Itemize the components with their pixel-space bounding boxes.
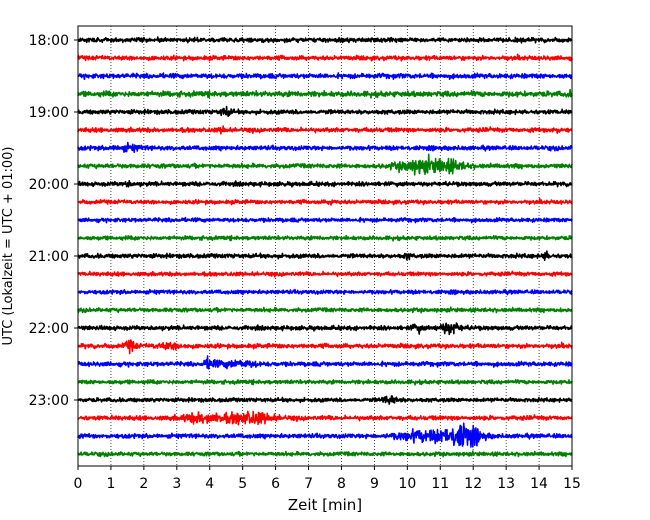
trace-line: [77, 450, 573, 458]
y-tick-label: 20:00: [29, 177, 69, 193]
x-tick-label: 0: [74, 476, 83, 492]
trace-line: [77, 322, 573, 336]
trace-line: [77, 422, 573, 448]
trace-line: [77, 153, 573, 176]
x-tick-label: 10: [398, 476, 416, 492]
trace-line: [77, 125, 573, 135]
trace-line: [77, 288, 573, 296]
trace-line: [77, 355, 573, 370]
trace-line: [77, 105, 573, 118]
x-tick-label: 1: [106, 476, 115, 492]
traces: [77, 36, 573, 458]
x-tick-label: 13: [497, 476, 515, 492]
trace-line: [77, 216, 573, 224]
y-tick-label: 21:00: [29, 249, 69, 265]
trace-line: [77, 179, 573, 188]
y-tick-label: 22:00: [29, 321, 69, 337]
trace-line: [77, 250, 573, 262]
trace-line: [77, 395, 573, 405]
x-tick-label: 11: [431, 476, 449, 492]
trace-line: [77, 306, 573, 314]
x-tick-label: 7: [304, 476, 313, 492]
vertical-grid: [110, 26, 540, 466]
trace-line: [77, 72, 573, 81]
trace-line: [77, 141, 573, 153]
trace-line: [77, 410, 573, 426]
x-tick-label: 8: [337, 476, 346, 492]
y-axis-label: UTC (Lokalzeit = UTC + 01:00): [1, 147, 16, 346]
x-tick-label: 3: [172, 476, 181, 492]
trace-line: [77, 339, 573, 355]
trace-line: [77, 88, 573, 99]
y-axis-ticks: 18:00 19:00 20:00 21:00 22:00 23:00: [29, 33, 78, 409]
x-tick-label: 5: [238, 476, 247, 492]
trace-line: [77, 270, 573, 278]
y-tick-label: 18:00: [29, 33, 69, 49]
x-tick-label: 15: [563, 476, 581, 492]
x-axis-label: Zeit [min]: [288, 496, 362, 514]
x-tick-label: 12: [464, 476, 482, 492]
trace-line: [77, 36, 573, 44]
plot-frame: [77, 25, 573, 467]
trace-line: [77, 53, 573, 62]
x-tick-label: 9: [370, 476, 379, 492]
x-tick-label: 2: [139, 476, 148, 492]
x-axis-ticks: 0 1 2 3 4 5 6 7 8 9 10 11 12 13 14 15: [74, 466, 581, 492]
y-tick-label: 19:00: [29, 105, 69, 121]
y-tick-label: 23:00: [29, 393, 69, 409]
trace-line: [77, 234, 573, 242]
x-tick-label: 4: [205, 476, 214, 492]
trace-line: [77, 197, 573, 206]
x-tick-label: 14: [530, 476, 548, 492]
trace-line: [77, 378, 573, 386]
x-tick-label: 6: [271, 476, 280, 492]
